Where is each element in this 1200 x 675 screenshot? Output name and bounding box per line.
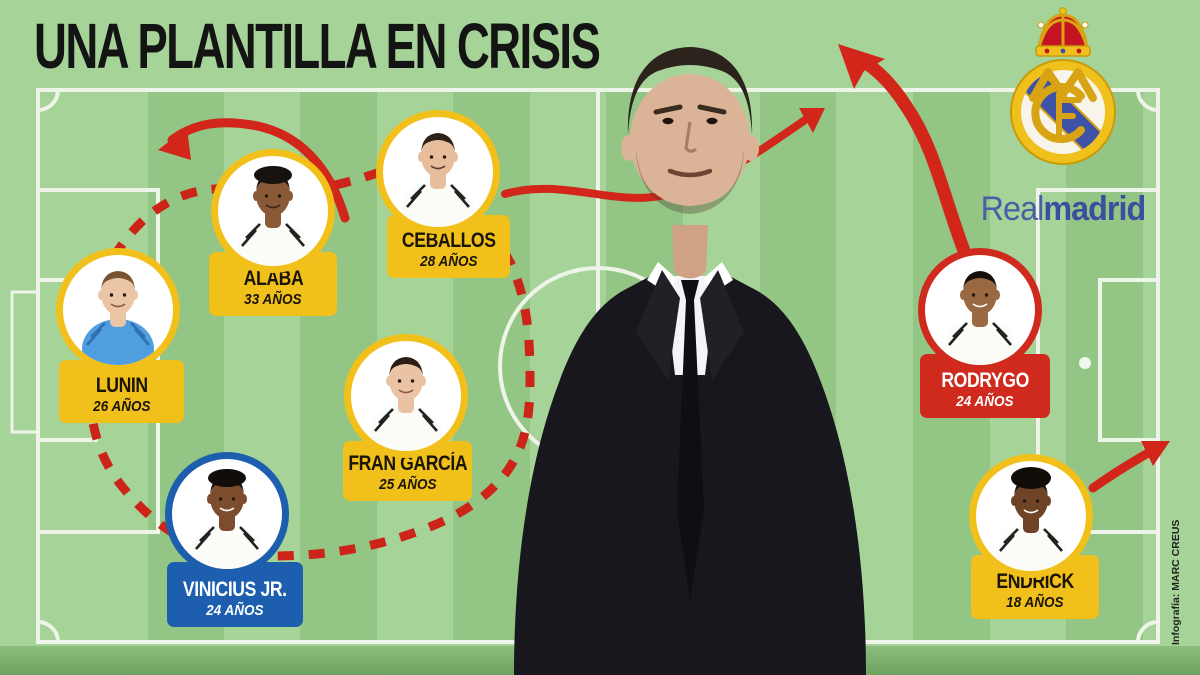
- club-wordmark-madrid: madrid: [1043, 190, 1146, 228]
- credit-text: Infografía: MARC CREUS: [1170, 519, 1182, 645]
- player-age: 18 AÑOS: [1006, 594, 1064, 611]
- penalty-spot-right: [1079, 357, 1091, 369]
- player-name: FRAN GARCÍA: [348, 451, 467, 475]
- player-photo: [376, 110, 500, 234]
- tactical-arrow-rodrygo: [838, 44, 973, 263]
- tactical-dashed-path: [85, 167, 535, 561]
- player-age: 28 AÑOS: [419, 253, 478, 270]
- club-wordmark-real: Real: [980, 190, 1045, 228]
- player-label: LUNIN 26 AÑOS: [59, 360, 184, 423]
- real-madrid-crest: [1010, 7, 1116, 165]
- tactical-arrow-endrick: [1088, 441, 1170, 493]
- player-age: 26 AÑOS: [92, 398, 151, 415]
- player-photo: [918, 248, 1042, 372]
- player-name: LUNIN: [95, 373, 148, 397]
- player-photo: [56, 248, 180, 372]
- player-photo: [344, 334, 468, 458]
- player-avatar-icon: [944, 271, 1016, 365]
- player-avatar-icon: [237, 166, 309, 266]
- player-age: 25 AÑOS: [378, 476, 437, 493]
- player-age: 33 AÑOS: [244, 291, 302, 308]
- player-name: CEBALLOS: [401, 228, 496, 252]
- player-label: ALABA 33 AÑOS: [209, 252, 337, 316]
- club-wordmark: Realmadrid: [944, 190, 1182, 229]
- player-age: 24 AÑOS: [956, 393, 1014, 410]
- player-age: 24 AÑOS: [206, 602, 264, 619]
- tactical-arrow-left: [158, 118, 350, 223]
- player-avatar-icon: [370, 357, 442, 451]
- crown-icon: [1035, 7, 1091, 57]
- player-photo: [969, 454, 1093, 578]
- coach-photo: [514, 47, 866, 675]
- player-photo: [211, 149, 335, 273]
- headline: UNA PLANTILLA EN CRISIS: [34, 11, 601, 83]
- crest-monogram: [1029, 68, 1097, 143]
- player-photo: [165, 452, 289, 576]
- player-avatar-icon: [402, 133, 474, 227]
- player-avatar-icon: [191, 469, 263, 569]
- player-name: ALABA: [243, 266, 303, 290]
- player-avatar-icon: [995, 467, 1067, 571]
- player-name: RODRYGO: [941, 368, 1029, 392]
- player-name: VINICIUS JR.: [183, 577, 287, 601]
- player-label: ENDRICK 18 AÑOS: [971, 555, 1099, 619]
- player-avatar-icon: [82, 271, 154, 365]
